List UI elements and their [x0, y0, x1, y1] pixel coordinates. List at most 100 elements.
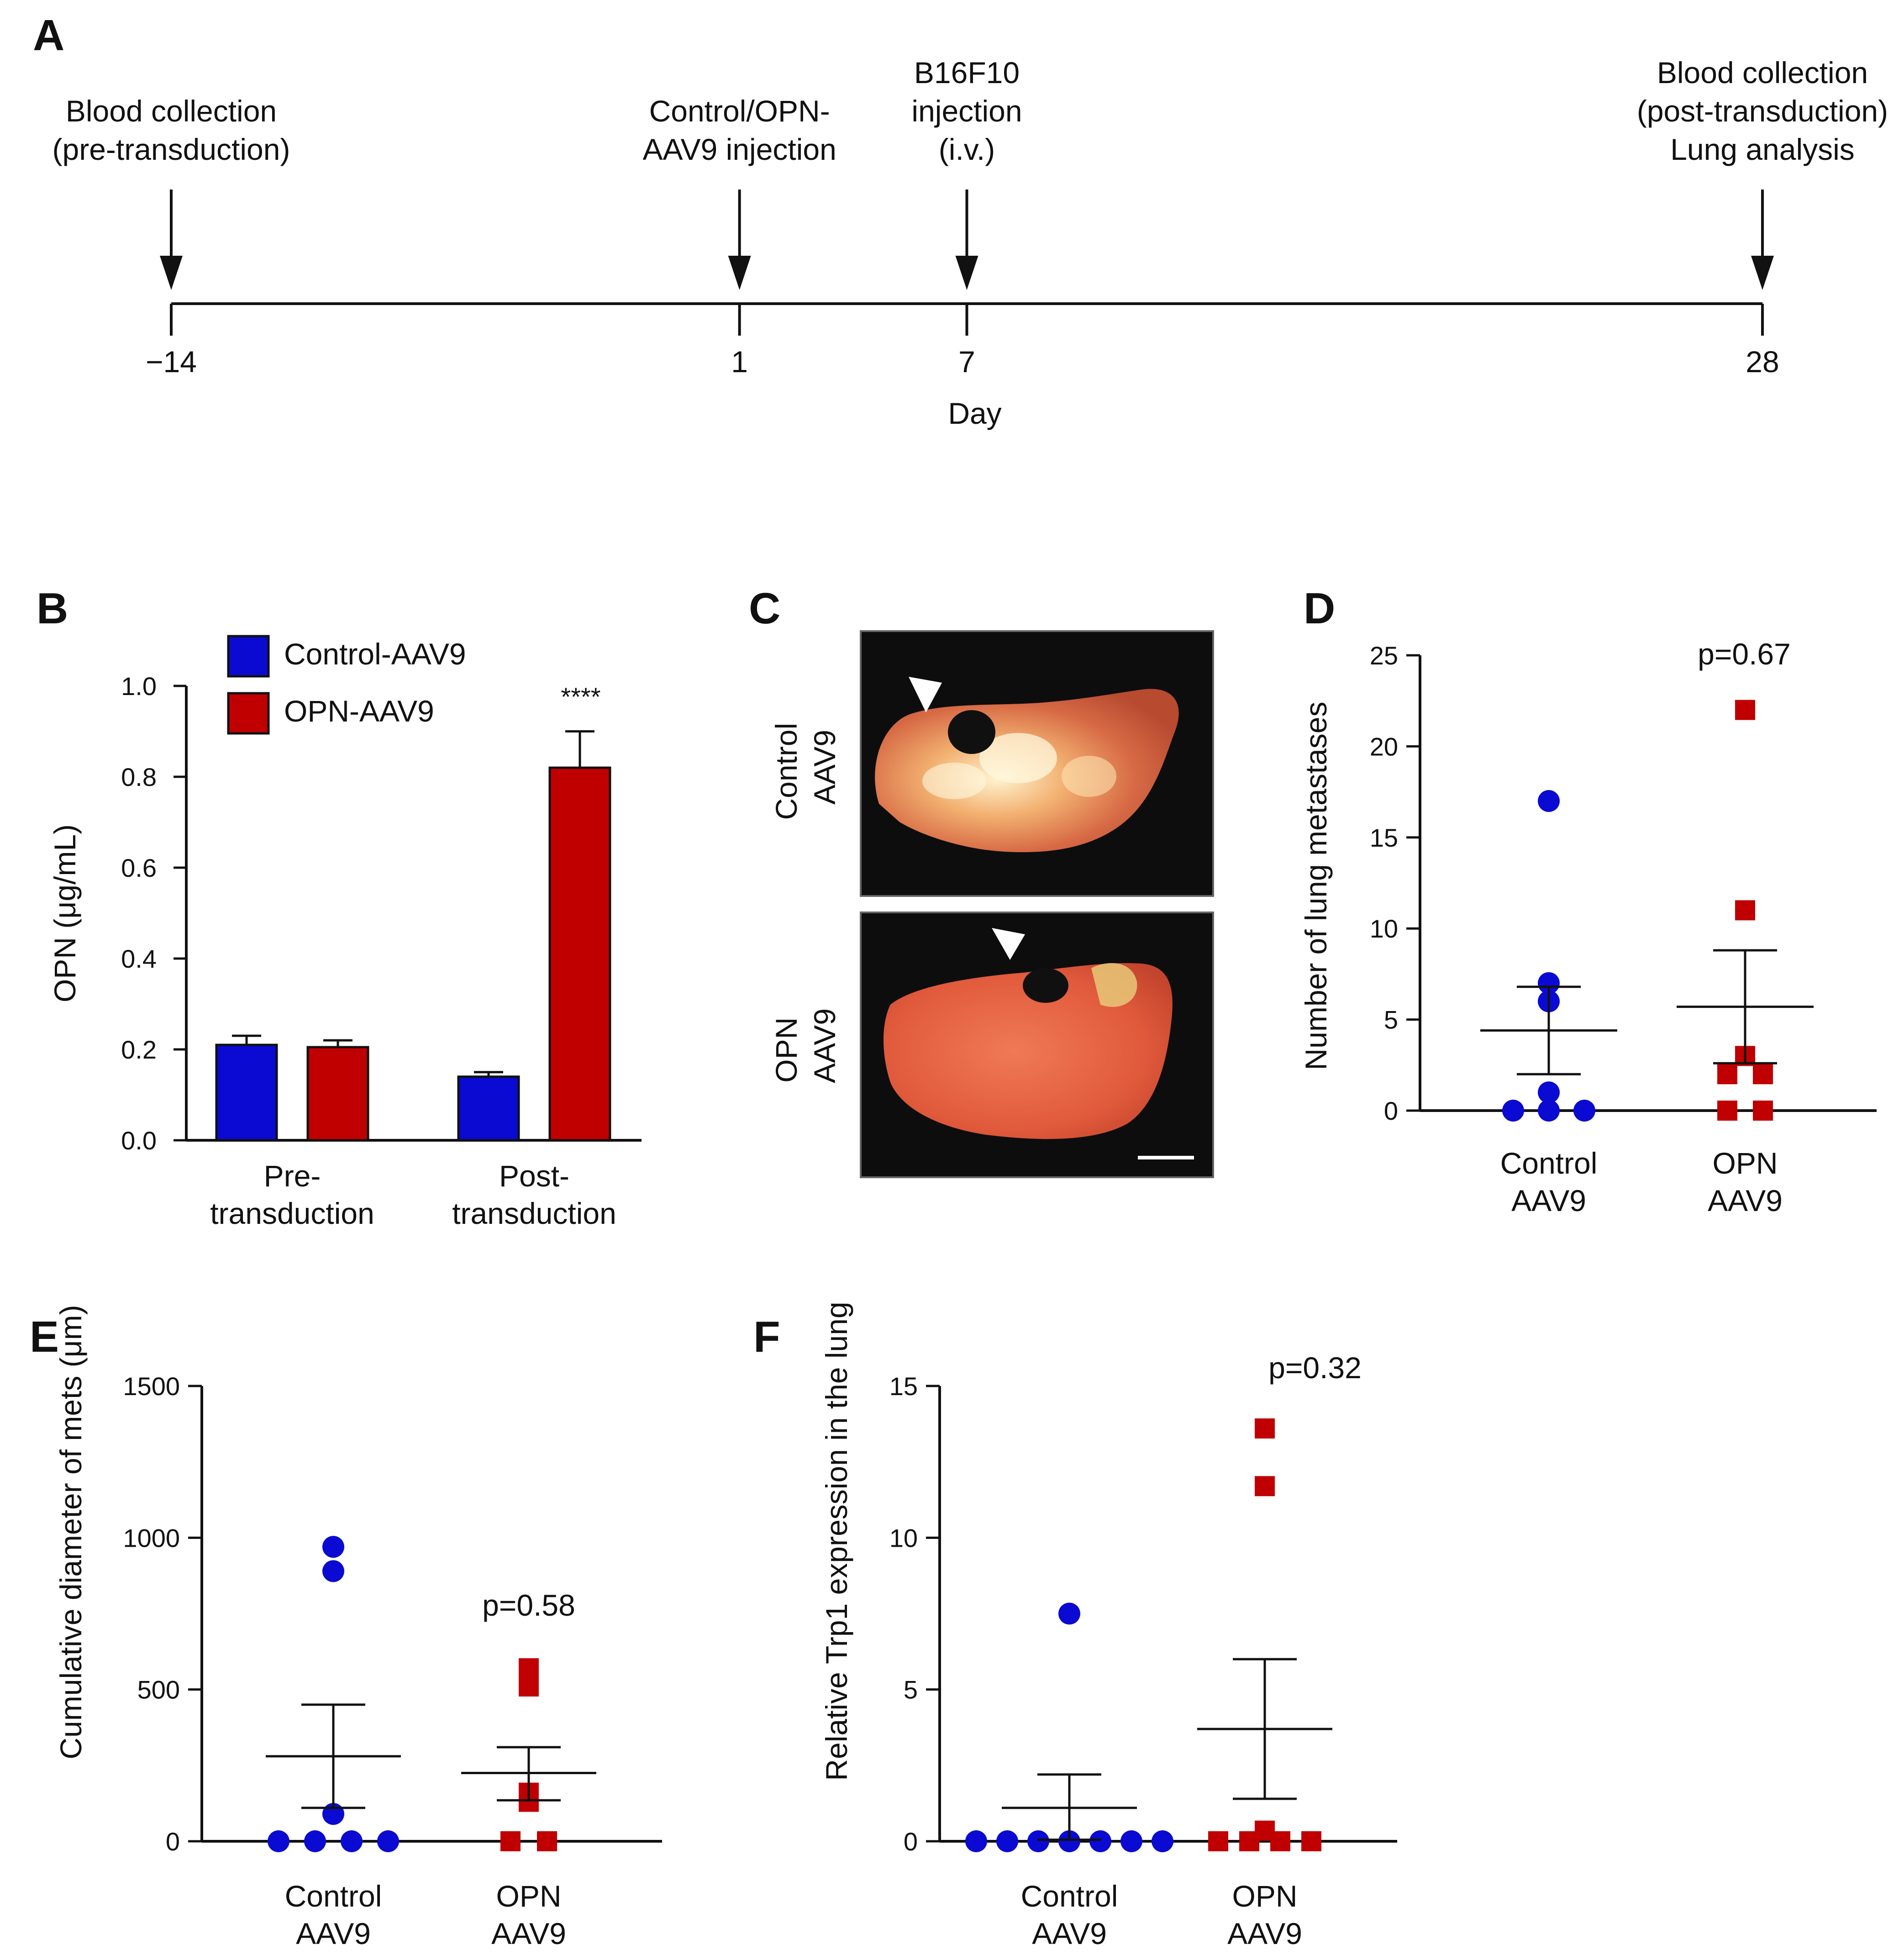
metastasis-opn [1023, 968, 1068, 1003]
pvalue-e: p=0.58 [482, 1588, 575, 1622]
legend-b: Control-AAV9 OPN-AAV9 [227, 635, 466, 735]
x-category-label: OPN AAV9 [1227, 1879, 1302, 1950]
data-point-opn [1301, 1831, 1321, 1851]
data-point-control [377, 1830, 399, 1852]
data-point-opn [500, 1831, 521, 1851]
data-point-control [1120, 1830, 1142, 1852]
data-point-control [322, 1560, 344, 1582]
arrowhead-icon [992, 928, 1025, 960]
y-tick-label-b: 0.0 [121, 1126, 157, 1155]
timeline-tick-label: 28 [1746, 345, 1779, 379]
pvalue-d: p=0.67 [1698, 637, 1791, 671]
down-arrow-icon [728, 256, 751, 290]
y-tick-label-b: 0.6 [121, 854, 157, 882]
data-point-opn [519, 1658, 539, 1679]
data-point-control [1538, 1081, 1560, 1104]
data-point-opn [537, 1831, 557, 1851]
legend-label-opn: OPN-AAV9 [284, 694, 434, 728]
y-tick-label: 500 [137, 1675, 180, 1704]
data-point-control [304, 1830, 326, 1852]
y-tick-label: 1500 [123, 1372, 180, 1401]
down-arrow-icon [955, 256, 978, 290]
data-point-control [1027, 1830, 1049, 1852]
y-tick-label: 20 [1370, 732, 1398, 761]
x-category-label: Control AAV9 [1021, 1879, 1118, 1950]
data-point-opn [1753, 1064, 1773, 1085]
data-point-opn [519, 1676, 539, 1697]
panel-c-photos: Control AAV9 OPN AAV9 [769, 630, 1214, 1178]
data-point-control [1502, 1100, 1524, 1122]
x-category-label: Control AAV9 [285, 1879, 382, 1950]
data-point-opn [1735, 700, 1755, 720]
y-tick-label: 15 [889, 1372, 918, 1401]
event-label: B16F10 injection (i.v.) [911, 56, 1022, 166]
data-point-control [1058, 1830, 1080, 1852]
down-arrow-icon [1751, 256, 1774, 290]
y-tick-label: 10 [889, 1523, 918, 1552]
legend-label-control: Control-AAV9 [284, 637, 466, 671]
panel-label-e: E [30, 1312, 59, 1361]
timeline-tick-label: 1 [731, 345, 748, 379]
lung-photo-control [860, 630, 1214, 897]
panel-label-f: F [753, 1312, 780, 1361]
y-tick-label: 1000 [123, 1523, 180, 1552]
data-point-control [996, 1830, 1018, 1852]
timeline-events: −14 Blood collection (pre-transduction) 1 Co… [53, 56, 1888, 379]
timeline-axis-label: Day [948, 396, 1001, 430]
panel-label-c: C [749, 584, 780, 633]
data-point-control [1538, 790, 1560, 812]
data-point-opn [1717, 1064, 1737, 1085]
y-tick-label: 15 [1370, 823, 1398, 852]
x-category-label: OPN AAV9 [1708, 1146, 1783, 1217]
data-point-opn [1735, 900, 1755, 921]
panel-label-d: D [1304, 584, 1335, 633]
x-category-label: OPN AAV9 [491, 1879, 566, 1950]
data-point-opn [1208, 1831, 1228, 1851]
arrowhead-icon [909, 677, 942, 712]
data-point-control [1573, 1100, 1595, 1122]
ylabel-e: Cumulative diameter of mets (μm) [54, 1305, 88, 1759]
y-tick-label-b: 1.0 [121, 672, 157, 701]
metastasis-control [948, 710, 995, 754]
data-point-control [1538, 972, 1560, 994]
y-tick-label: 0 [166, 1827, 180, 1856]
chart-b: Control-AAV9 OPN-AAV9 OPN (μg/mL) **** 0… [48, 635, 642, 1230]
y-tick-label: 5 [904, 1675, 918, 1704]
data-point-opn [1270, 1831, 1290, 1851]
data-point-opn [1255, 1476, 1275, 1496]
bar-control [457, 1075, 520, 1142]
ylabel-d: Number of lung metastases [1299, 701, 1333, 1070]
x-category-label-b: Pre-transduction [210, 1159, 374, 1230]
data-point-control [1089, 1830, 1111, 1852]
down-arrow-icon [160, 256, 183, 290]
legend-swatch-opn [227, 692, 270, 735]
y-tick-label-b: 0.4 [121, 944, 157, 973]
data-point-control [322, 1536, 344, 1558]
y-tick-label: 10 [1370, 914, 1398, 943]
bar-opn [548, 766, 611, 1142]
bar-opn [306, 1046, 369, 1142]
data-point-control [1152, 1830, 1173, 1852]
timeline-tick-label: −14 [146, 345, 197, 379]
data-point-opn [1239, 1831, 1259, 1851]
timeline-tick-label: 7 [958, 345, 975, 379]
x-category-label: Control AAV9 [1500, 1146, 1598, 1217]
ylabel-b: OPN (μg/mL) [48, 824, 82, 1002]
data-point-control [341, 1830, 363, 1852]
y-tick-label: 25 [1370, 641, 1398, 670]
event-label: Blood collection (post-transduction) Lung … [1637, 56, 1888, 166]
panel-label-b: B [37, 584, 68, 633]
data-point-control [965, 1830, 987, 1852]
legend-swatch-control [227, 635, 270, 678]
y-tick-label: 0 [1384, 1096, 1398, 1125]
row-label-opn: OPN AAV9 [769, 1008, 842, 1083]
data-point-opn [1717, 1101, 1737, 1121]
row-label-control: Control AAV9 [769, 714, 842, 820]
timeline: −14 Blood collection (pre-transduction) 1 Co… [53, 56, 1888, 430]
chart-e: Cumulative diameter of mets (μm) p=0.58 … [54, 1305, 662, 1950]
ylabel-f: Relative Trp1 expression in the lung [820, 1301, 853, 1781]
pvalue-f: p=0.32 [1268, 1351, 1362, 1385]
data-point-opn [1753, 1101, 1773, 1121]
significance-b: **** [561, 682, 600, 711]
